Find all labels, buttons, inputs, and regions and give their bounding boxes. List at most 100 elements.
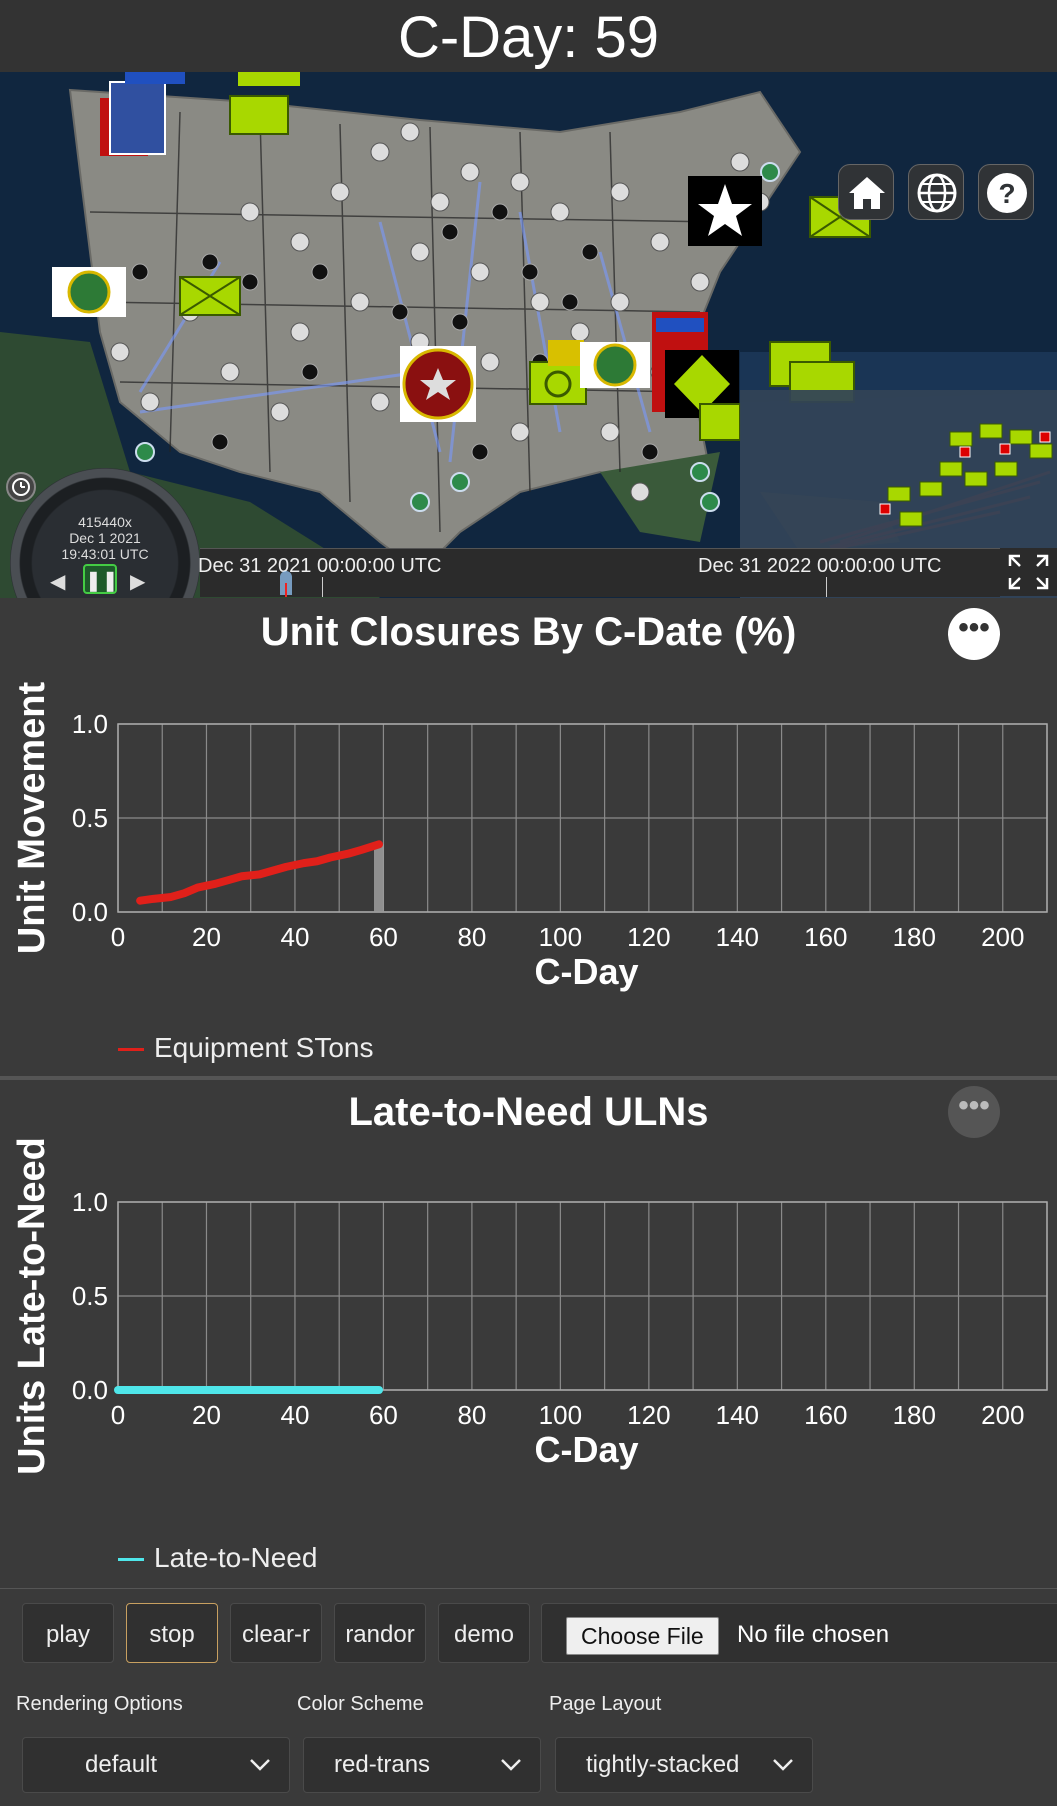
ellipsis-icon: ••• [958, 1089, 990, 1122]
chart-menu-button[interactable]: ••• [948, 1086, 1000, 1138]
rewind-button[interactable]: ◀ [50, 571, 66, 593]
timeline-end-label: Dec 31 2022 00:00:00 UTC [698, 555, 942, 577]
legend-label: Equipment STons [154, 1032, 374, 1063]
late-to-need-chart: Late-to-Need ULNs ••• 0 20 40 60 80 100 120 140… [0, 1080, 1057, 1588]
rendering-options-select[interactable]: default [22, 1737, 290, 1793]
fullscreen-icon [1008, 554, 1049, 590]
y-tick-label: 0.0 [72, 897, 108, 927]
chart-legend[interactable]: Late-to-Need [118, 1542, 317, 1574]
color-scheme-value: red-trans [334, 1751, 431, 1778]
play-button[interactable]: play [22, 1603, 114, 1663]
map-view[interactable]: ? [0, 72, 1057, 598]
rendering-options-label: Rendering Options [16, 1693, 183, 1715]
help-icon: ? [987, 173, 1027, 213]
chart-title: Unit Closures By C-Date (%) [260, 610, 797, 654]
timeline-tick-start [322, 577, 323, 597]
y-tick-label: 0.0 [72, 1375, 108, 1405]
x-tick-label: 40 [280, 1400, 309, 1430]
stop-button[interactable]: stop [126, 1603, 218, 1663]
plot-frame [117, 1201, 1048, 1391]
clear-button[interactable]: clear-r [230, 1603, 322, 1663]
x-tick-label: 20 [192, 1400, 221, 1430]
forward-button[interactable]: ▶ [130, 571, 146, 593]
timeline[interactable]: Dec 31 2021 00:00:00 UTC Dec 31 2022 00:… [198, 548, 1000, 597]
home-icon [849, 177, 885, 209]
svg-text:?: ? [998, 178, 1015, 209]
fullscreen-button[interactable] [1000, 548, 1057, 596]
legend-swatch [118, 1558, 144, 1562]
clock-icon[interactable] [6, 472, 36, 502]
animation-date: Dec 1 2021 [69, 530, 141, 546]
control-panel: play stop clear-r randor demo Choose Fil… [0, 1588, 1057, 1806]
y-tick-label: 0.5 [72, 803, 108, 833]
x-tick-label: 80 [457, 922, 486, 952]
page-layout-label: Page Layout [549, 1693, 662, 1715]
x-tick-label: 100 [539, 922, 582, 952]
page-layout-value: tightly-stacked [586, 1751, 740, 1778]
x-tick-label: 120 [627, 922, 670, 952]
x-tick-label: 160 [804, 1400, 847, 1430]
chart-menu-button[interactable]: ••• [948, 608, 1000, 660]
chevron-down-icon [501, 1759, 521, 1771]
page-layout-select[interactable]: tightly-stacked [555, 1737, 813, 1793]
chart-divider [0, 1076, 1057, 1082]
timeline-needle-line [285, 583, 287, 597]
y-axis-label: Unit Movement [11, 681, 53, 954]
x-tick-label: 140 [716, 1400, 759, 1430]
help-button[interactable]: ? [978, 164, 1034, 220]
x-tick-label: 200 [981, 1400, 1024, 1430]
x-tick-label: 100 [539, 1400, 582, 1430]
x-tick-label: 180 [893, 1400, 936, 1430]
x-tick-label: 200 [981, 922, 1024, 952]
chevron-down-icon [250, 1759, 270, 1771]
x-tick-label: 160 [804, 922, 847, 952]
home-button[interactable] [838, 164, 894, 220]
x-tick-label: 120 [627, 1400, 670, 1430]
chart-title: Late-to-Need ULNs [348, 1090, 709, 1134]
rendering-options-value: default [85, 1751, 158, 1778]
legend-swatch [118, 1048, 144, 1052]
x-tick-label: 180 [893, 922, 936, 952]
file-status: No file chosen [737, 1621, 890, 1648]
chevron-down-icon [773, 1759, 793, 1771]
x-tick-label: 80 [457, 1400, 486, 1430]
map-background [0, 72, 1057, 598]
legend-label: Late-to-Need [154, 1542, 318, 1573]
x-axis-label: C-Day [534, 951, 638, 992]
file-input[interactable]: Choose File No file chosen [541, 1603, 1057, 1663]
x-tick-label: 140 [716, 922, 759, 952]
x-tick-label: 20 [192, 922, 221, 952]
current-day-marker [374, 844, 385, 912]
random-button[interactable]: randor [334, 1603, 426, 1663]
animation-multiplier: 415440x [78, 514, 132, 530]
x-tick-label: 60 [369, 922, 398, 952]
chart-legend[interactable]: Equipment STons [118, 1032, 373, 1064]
color-scheme-label: Color Scheme [297, 1693, 424, 1715]
y-tick-label: 1.0 [72, 1187, 108, 1217]
y-axis-label: Units Late-to-Need [11, 1137, 53, 1475]
x-tick-label: 0 [111, 1400, 125, 1430]
choose-file-button[interactable]: Choose File [566, 1617, 719, 1655]
y-tick-label: 1.0 [72, 709, 108, 739]
animation-time: 19:43:01 UTC [61, 546, 149, 562]
unit-closures-chart: Unit Closures By C-Date (%) ••• 0 20 40 60 8… [0, 598, 1057, 1076]
globe-button[interactable] [908, 164, 964, 220]
timeline-tick-end [826, 577, 827, 597]
y-tick-label: 0.5 [72, 1281, 108, 1311]
chart-plot: 0 20 40 60 80 100 120 140 160 180 200 0.0 0.5 1.0 C-Da… [11, 1137, 1048, 1475]
x-tick-label: 40 [280, 922, 309, 952]
ellipsis-icon: ••• [958, 611, 990, 644]
x-tick-label: 0 [111, 922, 125, 952]
globe-icon [917, 173, 957, 213]
page-title: C-Day: 59 [397, 5, 660, 70]
demo-button[interactable]: demo [438, 1603, 530, 1663]
plot-frame [117, 723, 1048, 913]
timeline-start-label: Dec 31 2021 00:00:00 UTC [198, 555, 442, 577]
series-line [136, 840, 384, 905]
header-bar: C-Day: 59 [0, 0, 1057, 72]
pause-button[interactable]: ❚❚ [83, 564, 119, 594]
color-scheme-select[interactable]: red-trans [303, 1737, 541, 1793]
x-tick-label: 60 [369, 1400, 398, 1430]
chart-plot: 0 20 40 60 80 100 120 140 160 180 200 0.0 0.5 1.0 C-Da… [11, 681, 1048, 992]
x-axis-label: C-Day [534, 1429, 638, 1470]
